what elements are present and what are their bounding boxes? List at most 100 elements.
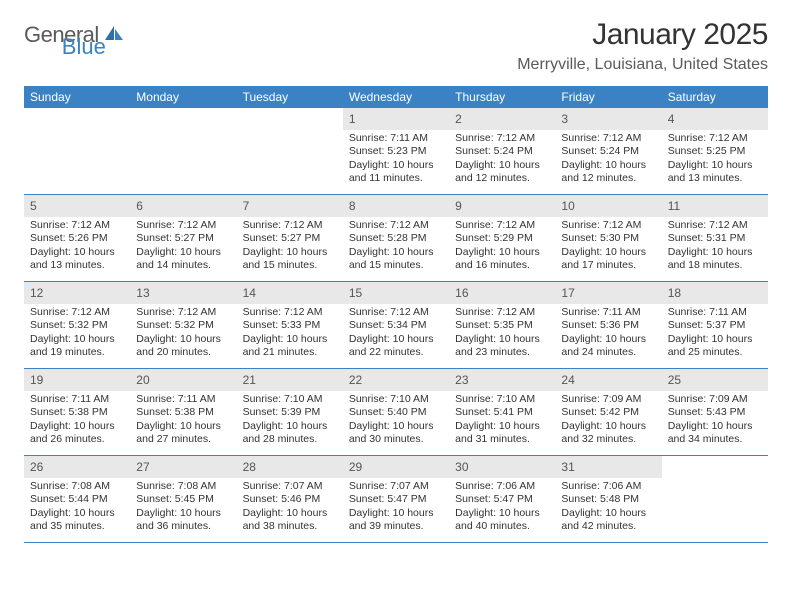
weekday-header: Wednesday — [343, 86, 449, 108]
day-body: Sunrise: 7:12 AMSunset: 5:28 PMDaylight:… — [343, 217, 449, 277]
week-row: 19 Sunrise: 7:11 AMSunset: 5:38 PMDayligh… — [24, 369, 768, 456]
daylight-text-2: and 23 minutes. — [455, 346, 549, 359]
sunset-text: Sunset: 5:44 PM — [30, 493, 124, 506]
day-cell: 20Sunrise: 7:11 AMSunset: 5:38 PMDayligh… — [130, 369, 236, 455]
daylight-text-1: Daylight: 10 hours — [349, 246, 443, 259]
sunset-text: Sunset: 5:38 PM — [136, 406, 230, 419]
day-body: Sunrise: 7:12 AMSunset: 5:34 PMDaylight:… — [343, 304, 449, 364]
sunrise-text: Sunrise: 7:11 AM — [668, 306, 762, 319]
daylight-text-2: and 27 minutes. — [136, 433, 230, 446]
weekday-header: Monday — [130, 86, 236, 108]
day-body: Sunrise: 7:08 AMSunset: 5:45 PMDaylight:… — [130, 478, 236, 538]
day-number-row: 24 — [555, 369, 661, 391]
daylight-text-2: and 12 minutes. — [561, 172, 655, 185]
day-number: 5 — [30, 199, 37, 213]
daylight-text-1: Daylight: 10 hours — [668, 159, 762, 172]
sunrise-text: Sunrise: 7:12 AM — [349, 306, 443, 319]
day-number-row: 13 — [130, 282, 236, 304]
daylight-text-2: and 38 minutes. — [243, 520, 337, 533]
day-cell: 10Sunrise: 7:12 AMSunset: 5:30 PMDayligh… — [555, 195, 661, 281]
day-number-row: 14 — [237, 282, 343, 304]
day-cell: 30Sunrise: 7:06 AMSunset: 5:47 PMDayligh… — [449, 456, 555, 542]
day-cell: 27Sunrise: 7:08 AMSunset: 5:45 PMDayligh… — [130, 456, 236, 542]
week-row: 12Sunrise: 7:12 AMSunset: 5:32 PMDayligh… — [24, 282, 768, 369]
day-number-row: 19 — [24, 369, 130, 391]
sunrise-text: Sunrise: 7:12 AM — [30, 306, 124, 319]
day-body: Sunrise: 7:07 AMSunset: 5:46 PMDaylight:… — [237, 478, 343, 538]
day-cell: 9 Sunrise: 7:12 AMSunset: 5:29 PMDaylight… — [449, 195, 555, 281]
day-body: Sunrise: 7:06 AMSunset: 5:48 PMDaylight:… — [555, 478, 661, 538]
daylight-text-1: Daylight: 10 hours — [668, 333, 762, 346]
day-number: 26 — [30, 460, 43, 474]
day-number-row: 2 — [449, 108, 555, 130]
weekday-header: Tuesday — [237, 86, 343, 108]
daylight-text-1: Daylight: 10 hours — [136, 246, 230, 259]
day-number: 1 — [349, 112, 356, 126]
day-cell: 25 Sunrise: 7:09 AMSunset: 5:43 PMDayligh… — [662, 369, 768, 455]
day-cell: 28Sunrise: 7:07 AMSunset: 5:46 PMDayligh… — [237, 456, 343, 542]
daylight-text-2: and 20 minutes. — [136, 346, 230, 359]
day-number-row: 29 — [343, 456, 449, 478]
week-row: 5Sunrise: 7:12 AMSunset: 5:26 PMDaylight… — [24, 195, 768, 282]
sunset-text: Sunset: 5:24 PM — [561, 145, 655, 158]
day-number-row: 22 — [343, 369, 449, 391]
sunset-text: Sunset: 5:27 PM — [136, 232, 230, 245]
calendar-grid: SundayMondayTuesdayWednesdayThursdayFrid… — [24, 86, 768, 543]
logo-text-part2-wrap: Blue — [62, 34, 106, 60]
sunset-text: Sunset: 5:45 PM — [136, 493, 230, 506]
daylight-text-2: and 15 minutes. — [349, 259, 443, 272]
sunset-text: Sunset: 5:33 PM — [243, 319, 337, 332]
daylight-text-2: and 40 minutes. — [455, 520, 549, 533]
day-number-row: 5 — [24, 195, 130, 217]
day-number: 9 — [455, 199, 462, 213]
day-number-row: 6 — [130, 195, 236, 217]
day-body: Sunrise: 7:11 AMSunset: 5:23 PMDaylight:… — [343, 130, 449, 190]
sunset-text: Sunset: 5:36 PM — [561, 319, 655, 332]
day-body: Sunrise: 7:12 AMSunset: 5:32 PMDaylight:… — [24, 304, 130, 364]
day-body: Sunrise: 7:11 AMSunset: 5:38 PMDaylight:… — [130, 391, 236, 451]
day-body: Sunrise: 7:12 AMSunset: 5:30 PMDaylight:… — [555, 217, 661, 277]
day-empty — [237, 108, 343, 194]
month-title: January 2025 — [517, 18, 768, 52]
daylight-text-2: and 21 minutes. — [243, 346, 337, 359]
day-cell: 3Sunrise: 7:12 AMSunset: 5:24 PMDaylight… — [555, 108, 661, 194]
daylight-text-1: Daylight: 10 hours — [561, 507, 655, 520]
day-cell: 24Sunrise: 7:09 AMSunset: 5:42 PMDayligh… — [555, 369, 661, 455]
sunset-text: Sunset: 5:28 PM — [349, 232, 443, 245]
sunrise-text: Sunrise: 7:12 AM — [136, 219, 230, 232]
sunset-text: Sunset: 5:40 PM — [349, 406, 443, 419]
day-number-row: 4 — [662, 108, 768, 130]
daylight-text-1: Daylight: 10 hours — [136, 420, 230, 433]
day-number: 19 — [30, 373, 43, 387]
sunrise-text: Sunrise: 7:11 AM — [349, 132, 443, 145]
sunrise-text: Sunrise: 7:09 AM — [561, 393, 655, 406]
day-number: 6 — [136, 199, 143, 213]
daylight-text-2: and 28 minutes. — [243, 433, 337, 446]
daylight-text-1: Daylight: 10 hours — [455, 420, 549, 433]
day-number: 17 — [561, 286, 574, 300]
day-number: 3 — [561, 112, 568, 126]
day-body: Sunrise: 7:12 AMSunset: 5:24 PMDaylight:… — [449, 130, 555, 190]
daylight-text-1: Daylight: 10 hours — [136, 507, 230, 520]
day-cell: 13Sunrise: 7:12 AMSunset: 5:32 PMDayligh… — [130, 282, 236, 368]
sunrise-text: Sunrise: 7:06 AM — [561, 480, 655, 493]
sunrise-text: Sunrise: 7:12 AM — [668, 219, 762, 232]
sunrise-text: Sunrise: 7:12 AM — [668, 132, 762, 145]
day-body: Sunrise: 7:09 AMSunset: 5:43 PMDaylight:… — [662, 391, 768, 451]
day-number: 25 — [668, 373, 681, 387]
daylight-text-1: Daylight: 10 hours — [561, 159, 655, 172]
daylight-text-1: Daylight: 10 hours — [243, 507, 337, 520]
day-number-row: 17 — [555, 282, 661, 304]
weekday-header: Friday — [555, 86, 661, 108]
sunset-text: Sunset: 5:32 PM — [136, 319, 230, 332]
sunrise-text: Sunrise: 7:12 AM — [561, 219, 655, 232]
day-number: 22 — [349, 373, 362, 387]
sunrise-text: Sunrise: 7:12 AM — [30, 219, 124, 232]
daylight-text-2: and 19 minutes. — [30, 346, 124, 359]
day-body: Sunrise: 7:12 AMSunset: 5:29 PMDaylight:… — [449, 217, 555, 277]
daylight-text-1: Daylight: 10 hours — [455, 333, 549, 346]
day-body: Sunrise: 7:11 AMSunset: 5:37 PMDaylight:… — [662, 304, 768, 364]
daylight-text-1: Daylight: 10 hours — [30, 333, 124, 346]
day-body: Sunrise: 7:10 AMSunset: 5:41 PMDaylight:… — [449, 391, 555, 451]
day-cell: 17Sunrise: 7:11 AMSunset: 5:36 PMDayligh… — [555, 282, 661, 368]
